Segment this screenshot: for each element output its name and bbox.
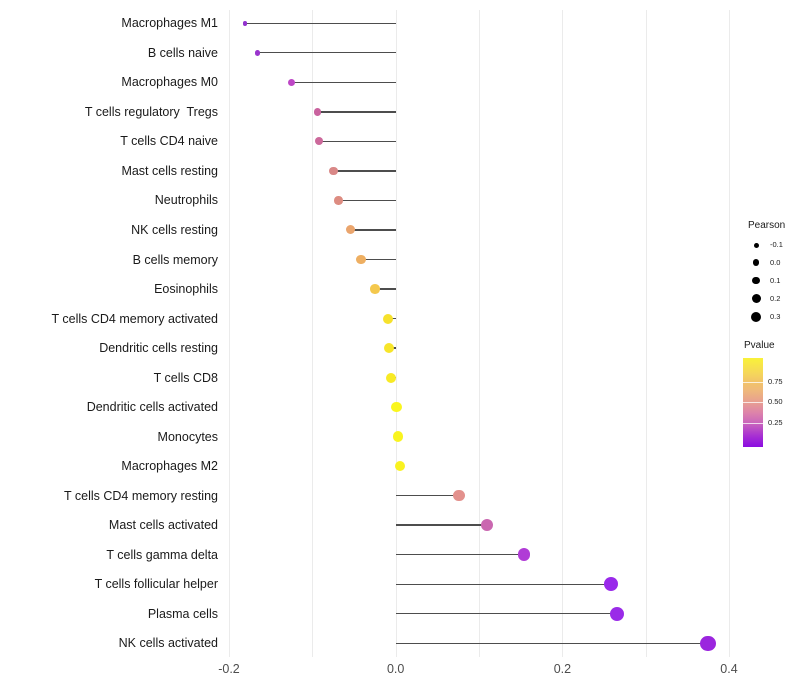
gridline-x--0.2 <box>229 10 230 657</box>
y-axis-label: Neutrophils <box>154 193 218 208</box>
y-axis-label: Plasma cells <box>147 606 218 621</box>
gridline-x-0.3 <box>645 10 647 657</box>
y-axis-label: T cells gamma delta <box>106 547 218 562</box>
y-axis-label: Macrophages M1 <box>121 16 218 31</box>
pearson-legend-label: 0.0 <box>770 257 781 267</box>
y-axis-label: Eosinophils <box>154 282 218 296</box>
lollipop-stem <box>291 81 396 83</box>
data-point <box>356 254 366 265</box>
y-axis-label: Macrophages M0 <box>121 75 218 90</box>
pearson-legend-label: 0.1 <box>770 275 781 285</box>
data-point <box>394 460 406 472</box>
lollipop-stem <box>395 642 709 644</box>
y-axis-label: Mast cells resting <box>121 163 218 178</box>
data-point <box>453 489 465 502</box>
y-axis-label: Macrophages M2 <box>121 459 218 474</box>
data-point <box>334 196 343 205</box>
lollipop-stem <box>360 258 396 261</box>
x-tick-label: 0.2 <box>553 662 572 676</box>
y-axis-label: Dendritic cells resting <box>99 341 218 355</box>
y-axis-label: T cells CD4 memory resting <box>64 488 218 503</box>
y-axis-label: T cells CD8 <box>153 370 218 385</box>
data-point <box>329 166 338 176</box>
data-point <box>383 313 394 324</box>
y-axis-label: Dendritic cells activated <box>86 400 218 415</box>
pearson-legend-label: -0.1 <box>770 240 783 249</box>
x-tick-label: 0.0 <box>386 662 405 676</box>
gridline-x--0.1 <box>312 10 314 657</box>
y-axis-label: B cells memory <box>132 252 218 267</box>
pvalue-colorbar-tick <box>743 382 763 383</box>
x-tick-label: 0.4 <box>720 662 738 676</box>
data-point <box>288 78 295 86</box>
lollipop-stem <box>244 22 396 24</box>
gridline-x-0.4 <box>729 10 730 657</box>
y-axis-label: Monocytes <box>157 429 218 444</box>
pearson-legend-label: 0.3 <box>770 312 781 321</box>
data-point <box>517 548 531 561</box>
lollipop-stem <box>338 199 396 202</box>
data-point <box>346 225 356 235</box>
pvalue-legend-label: 0.50 <box>768 397 783 406</box>
y-axis-label: B cells naive <box>147 45 218 60</box>
pearson-legend-dot <box>752 276 760 285</box>
data-point <box>609 606 624 621</box>
y-axis-label: T cells CD4 memory activated <box>51 311 219 326</box>
pearson-legend-dot <box>752 259 760 266</box>
data-point <box>603 577 618 592</box>
lollipop-stem <box>395 524 487 526</box>
data-point <box>370 284 380 294</box>
lollipop-stem <box>374 288 396 290</box>
data-point <box>385 372 396 383</box>
y-axis-label: NK cells resting <box>131 222 218 237</box>
pearson-legend-dot <box>753 242 759 248</box>
y-axis-label: Mast cells activated <box>108 518 218 533</box>
pearson-legend-label: 0.2 <box>770 293 781 303</box>
lollipop-stem <box>317 111 396 113</box>
y-axis-label: T cells regulatory Tregs <box>84 104 218 119</box>
pearson-legend-dot <box>750 311 762 323</box>
pvalue-colorbar-tick <box>743 402 763 403</box>
data-point <box>480 519 493 532</box>
pvalue-legend-label: 0.25 <box>768 418 783 427</box>
lollipop-stem <box>350 229 396 231</box>
lollipop-stem <box>395 613 617 615</box>
data-point <box>313 108 322 116</box>
data-point <box>391 401 402 413</box>
lollipop-stem <box>333 170 396 172</box>
lollipop-stem <box>257 52 396 54</box>
x-tick-label: -0.2 <box>218 662 240 676</box>
data-point <box>384 343 394 353</box>
pvalue-colorbar-tick <box>743 423 763 424</box>
pearson-legend-dot <box>751 294 761 303</box>
data-point <box>700 635 716 651</box>
y-axis-label: T cells follicular helper <box>94 577 218 592</box>
pvalue-legend-label: 0.75 <box>768 377 783 386</box>
y-axis-label: NK cells activated <box>118 636 218 651</box>
lollipop-stem <box>319 140 396 143</box>
gridline-x-0 <box>395 10 397 657</box>
gridline-x-0.1 <box>479 10 480 657</box>
pearson-legend-title: Pearson <box>748 220 786 231</box>
data-point <box>392 431 404 442</box>
data-point <box>315 137 323 146</box>
data-point <box>242 21 248 26</box>
y-axis-label: T cells CD4 naive <box>120 134 218 149</box>
lollipop-stem <box>395 554 524 556</box>
gridline-x-0.2 <box>562 10 564 657</box>
lollipop-stem <box>395 494 459 497</box>
lollipop-stem <box>395 583 611 585</box>
data-point <box>254 50 261 56</box>
pvalue-legend-title: Pvalue <box>744 340 775 351</box>
